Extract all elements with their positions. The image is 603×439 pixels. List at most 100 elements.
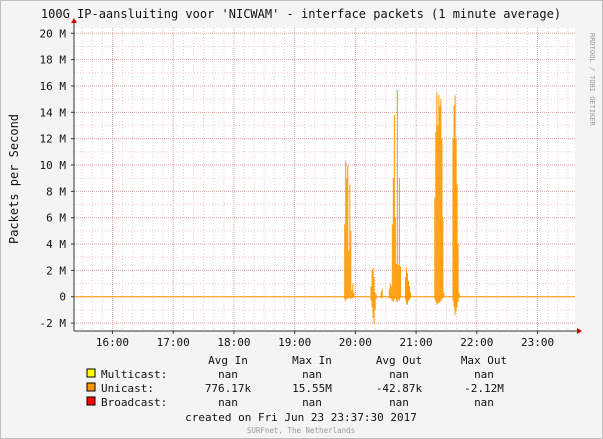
unicast-in-bar — [344, 224, 346, 297]
unicast-out-bar — [442, 296, 444, 299]
legend-header: Avg Out — [376, 354, 422, 367]
unicast-in-bar — [454, 95, 456, 297]
unicast-out-bar — [439, 296, 441, 303]
unicast-out-bar — [406, 296, 408, 305]
unicast-in-bar — [406, 273, 408, 297]
unicast-out-bar — [440, 296, 442, 301]
unicast-out-bar — [346, 296, 348, 300]
unicast-out-bar — [345, 296, 347, 301]
unicast-in-bar — [391, 224, 393, 297]
unicast-out-bar — [394, 296, 396, 299]
unicast-in-bar — [346, 178, 348, 297]
unicast-in-bar — [443, 292, 445, 297]
unicast-in-bar — [397, 265, 399, 297]
unicast-out-bar — [458, 296, 460, 299]
unicast-out-bar — [351, 296, 353, 299]
unicast-out-bar — [349, 296, 351, 299]
unicast-out-bar — [436, 296, 438, 305]
unicast-in-bar — [440, 99, 442, 297]
unicast-in-bar — [457, 244, 459, 297]
unicast-out-bar — [455, 296, 457, 312]
unicast-in-bar — [372, 267, 374, 297]
unicast-out-bar — [352, 296, 354, 299]
y-tick-label: 20 M — [40, 27, 67, 40]
unicast-out-bar — [452, 296, 454, 301]
unicast-in-bar — [388, 288, 390, 297]
unicast-out-bar — [405, 296, 407, 304]
unicast-out-bar — [380, 296, 382, 299]
unicast-in-bar — [348, 250, 350, 297]
legend-value: nan — [389, 368, 409, 381]
y-tick-label: 8 M — [46, 185, 66, 198]
unicast-out-bar — [435, 296, 437, 303]
unicast-in-bar — [392, 178, 394, 297]
unicast-in-bar — [458, 292, 460, 297]
unicast-out-bar — [395, 296, 397, 301]
x-tick-label: 22:00 — [460, 336, 493, 349]
unicast-in-bar — [436, 92, 438, 297]
legend-header: Avg In — [208, 354, 248, 367]
unicast-out-bar — [393, 296, 395, 300]
unicast-out-bar — [396, 296, 398, 303]
unicast-out-bar — [392, 296, 394, 303]
rrdtool-watermark: RRDTOOL / TOBI OETIKER — [588, 33, 596, 127]
y-axis-arrow — [71, 18, 77, 23]
unicast-out-bar — [398, 296, 400, 301]
axes — [71, 18, 582, 334]
unicast-in-bar — [349, 184, 351, 297]
x-tick-label: 21:00 — [400, 336, 433, 349]
unicast-out-bar — [371, 296, 373, 308]
unicast-in-bar — [350, 230, 352, 297]
legend-header: Max Out — [461, 354, 507, 367]
unicast-in-bar — [373, 276, 375, 297]
unicast-in-bar — [394, 217, 396, 297]
unicast-out-bar — [404, 296, 406, 300]
legend-row-label: Multicast: — [101, 368, 167, 381]
unicast-out-bar — [438, 296, 440, 304]
unicast-out-bar — [373, 296, 375, 325]
y-tick-label: 10 M — [40, 159, 67, 172]
legend-row-label: Broadcast: — [101, 396, 167, 409]
unicast-in-bar — [442, 217, 444, 297]
legend-swatch — [86, 396, 96, 406]
unicast-in-bar — [404, 276, 406, 297]
unicast-out-bar — [347, 296, 349, 299]
unicast-in-bar — [345, 161, 347, 297]
x-tick-labels: 16:00 17:00 18:00 19:00 20:00 21:00 22:00 23:00 — [96, 331, 554, 349]
chart-title: 100G IP-aansluiting voor 'NICWAM' - inte… — [41, 7, 561, 21]
unicast-in-bar — [409, 286, 411, 297]
unicast-out-bar — [409, 296, 411, 300]
unicast-in-bar — [438, 95, 440, 297]
series-unicast — [74, 89, 575, 325]
unicast-in-bar — [375, 294, 377, 297]
unicast-out-bar — [389, 296, 391, 299]
unicast-out-bar — [408, 296, 410, 301]
legend-value: -42.87k — [376, 382, 423, 395]
unicast-in-bar — [351, 290, 353, 297]
y-tick-label: 12 M — [40, 133, 67, 146]
y-tick-label: -2 M — [40, 317, 67, 330]
unicast-in-bar — [456, 184, 458, 297]
unicast-in-bar — [452, 138, 454, 297]
unicast-out-bar — [397, 296, 399, 300]
unicast-in-bar — [405, 267, 407, 297]
footer-credit: SURFnet, The Netherlands — [247, 426, 355, 435]
x-tick-label: 17:00 — [157, 336, 190, 349]
unicast-in-bar — [435, 132, 437, 297]
x-tick-label: 19:00 — [278, 336, 311, 349]
unicast-out-bar — [410, 296, 412, 299]
legend-swatch — [86, 382, 96, 392]
unicast-in-bar — [370, 286, 372, 297]
x-tick-label: 23:00 — [521, 336, 554, 349]
legend-value: 15.55M — [292, 382, 332, 395]
unicast-in-bar — [439, 105, 441, 297]
x-tick-label: 18:00 — [217, 336, 250, 349]
legend-value: nan — [218, 396, 238, 409]
unicast-out-bar — [375, 296, 377, 300]
unicast-in-bar — [389, 283, 391, 297]
unicast-in-bar — [371, 270, 373, 297]
unicast-in-bar — [437, 125, 439, 297]
unicast-in-bar — [434, 197, 436, 297]
unicast-in-bar — [347, 165, 349, 297]
